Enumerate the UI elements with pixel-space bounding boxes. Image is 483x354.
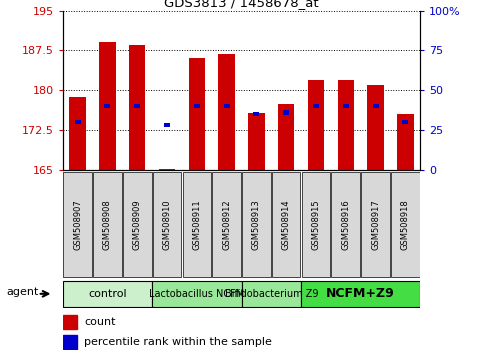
FancyBboxPatch shape bbox=[301, 281, 420, 307]
Text: GSM508913: GSM508913 bbox=[252, 199, 261, 250]
Text: agent: agent bbox=[6, 287, 39, 297]
FancyBboxPatch shape bbox=[331, 172, 360, 278]
Bar bbox=[313, 104, 319, 108]
Text: GSM508907: GSM508907 bbox=[73, 199, 82, 250]
FancyBboxPatch shape bbox=[213, 172, 241, 278]
FancyBboxPatch shape bbox=[183, 172, 211, 278]
Bar bbox=[368, 85, 384, 170]
Bar bbox=[343, 104, 349, 108]
FancyBboxPatch shape bbox=[63, 281, 152, 307]
Bar bbox=[134, 104, 140, 108]
Text: Lactobacillus NCFM: Lactobacillus NCFM bbox=[149, 289, 244, 299]
Text: GSM508908: GSM508908 bbox=[103, 199, 112, 250]
Bar bbox=[224, 104, 229, 108]
Text: GSM508914: GSM508914 bbox=[282, 199, 291, 250]
Text: control: control bbox=[88, 289, 127, 299]
Text: GSM508918: GSM508918 bbox=[401, 199, 410, 250]
FancyBboxPatch shape bbox=[242, 172, 270, 278]
Text: Bifidobacterium Z9: Bifidobacterium Z9 bbox=[225, 289, 318, 299]
Bar bbox=[254, 112, 259, 116]
Bar bbox=[283, 110, 289, 115]
Text: GSM508912: GSM508912 bbox=[222, 199, 231, 250]
Text: NCFM+Z9: NCFM+Z9 bbox=[326, 287, 395, 300]
Bar bbox=[99, 42, 115, 170]
Bar bbox=[104, 104, 111, 108]
Bar bbox=[372, 104, 379, 108]
Bar bbox=[278, 103, 294, 170]
FancyBboxPatch shape bbox=[123, 172, 152, 278]
Text: GSM508909: GSM508909 bbox=[133, 199, 142, 250]
Bar bbox=[189, 58, 205, 170]
Bar bbox=[218, 54, 235, 170]
Bar bbox=[194, 104, 200, 108]
Bar bbox=[164, 123, 170, 127]
Title: GDS3813 / 1458678_at: GDS3813 / 1458678_at bbox=[164, 0, 319, 10]
FancyBboxPatch shape bbox=[361, 172, 390, 278]
Text: GSM508910: GSM508910 bbox=[163, 199, 171, 250]
Bar bbox=[308, 80, 324, 170]
FancyBboxPatch shape bbox=[242, 281, 301, 307]
Bar bbox=[129, 45, 145, 170]
Bar bbox=[248, 113, 265, 170]
FancyBboxPatch shape bbox=[391, 172, 420, 278]
FancyBboxPatch shape bbox=[302, 172, 330, 278]
Bar bbox=[397, 114, 413, 170]
FancyBboxPatch shape bbox=[93, 172, 122, 278]
Bar bbox=[63, 315, 77, 329]
Text: GSM508916: GSM508916 bbox=[341, 199, 350, 250]
Bar bbox=[159, 169, 175, 170]
FancyBboxPatch shape bbox=[272, 172, 300, 278]
FancyBboxPatch shape bbox=[153, 172, 181, 278]
Bar bbox=[70, 97, 86, 170]
Bar bbox=[338, 80, 354, 170]
Text: percentile rank within the sample: percentile rank within the sample bbox=[84, 337, 272, 347]
Text: GSM508911: GSM508911 bbox=[192, 199, 201, 250]
Bar bbox=[402, 120, 408, 124]
Text: count: count bbox=[84, 318, 116, 327]
Text: GSM508915: GSM508915 bbox=[312, 199, 320, 250]
FancyBboxPatch shape bbox=[152, 281, 242, 307]
Bar bbox=[75, 120, 81, 124]
Text: GSM508917: GSM508917 bbox=[371, 199, 380, 250]
Bar bbox=[63, 335, 77, 348]
FancyBboxPatch shape bbox=[63, 172, 92, 278]
